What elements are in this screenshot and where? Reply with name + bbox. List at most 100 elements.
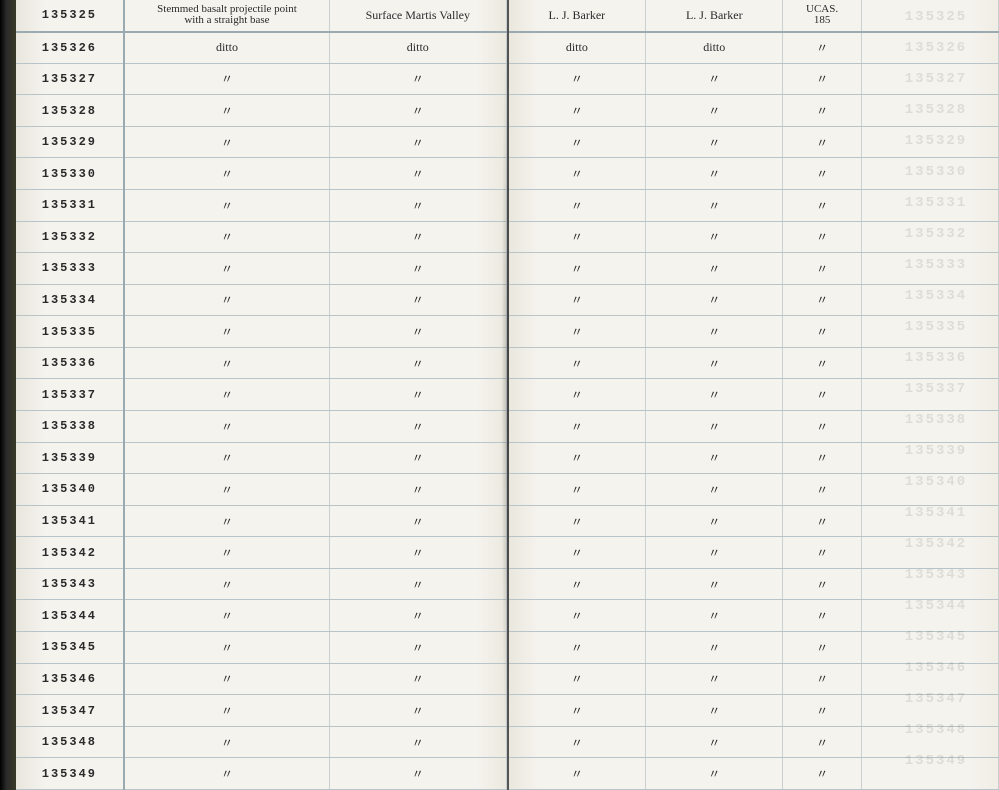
locality-cell: 〃 xyxy=(330,126,506,158)
ledger-right-page: L. J. BarkerL. J. BarkerUCAS.185dittodit… xyxy=(509,0,999,790)
accession-cell: 〃 xyxy=(783,726,861,758)
ledger-row: dittoditto〃 xyxy=(509,32,999,64)
catalog-number: 135345 xyxy=(16,632,124,664)
accession-cell: 〃 xyxy=(783,758,861,790)
ledger-row: 135344〃〃 xyxy=(16,600,506,632)
locality-cell: 〃 xyxy=(330,695,506,727)
catalog-number: 135326 xyxy=(16,32,124,64)
ledger-row: 〃〃〃 xyxy=(509,158,999,190)
locality-cell: 〃 xyxy=(330,663,506,695)
ledger-row: 135334〃〃 xyxy=(16,284,506,316)
ledger-row: 〃〃〃 xyxy=(509,316,999,348)
catalog-number: 135333 xyxy=(16,253,124,285)
collector-cell: 〃 xyxy=(509,253,646,285)
blank-cell xyxy=(861,253,998,285)
locality-cell: 〃 xyxy=(330,474,506,506)
donor-cell: 〃 xyxy=(646,758,783,790)
collector-cell: 〃 xyxy=(509,758,646,790)
description-cell: Stemmed basalt projectile pointwith a st… xyxy=(124,0,330,32)
collector-cell: 〃 xyxy=(509,347,646,379)
blank-cell xyxy=(861,316,998,348)
accession-cell: 〃 xyxy=(783,632,861,664)
ledger-row: 135342〃〃 xyxy=(16,537,506,569)
catalog-number: 135334 xyxy=(16,284,124,316)
catalog-number: 135344 xyxy=(16,600,124,632)
accession-cell: 〃 xyxy=(783,158,861,190)
collector-cell: 〃 xyxy=(509,474,646,506)
blank-cell xyxy=(861,221,998,253)
description-cell: 〃 xyxy=(124,126,330,158)
collector-cell: 〃 xyxy=(509,189,646,221)
donor-cell: ditto xyxy=(646,32,783,64)
catalog-number: 135346 xyxy=(16,663,124,695)
locality-cell: 〃 xyxy=(330,505,506,537)
catalog-number: 135343 xyxy=(16,568,124,600)
locality-cell: 〃 xyxy=(330,758,506,790)
blank-cell xyxy=(861,126,998,158)
collector-cell: 〃 xyxy=(509,537,646,569)
ledger-row: 〃〃〃 xyxy=(509,189,999,221)
locality-cell: 〃 xyxy=(330,442,506,474)
description-cell: 〃 xyxy=(124,726,330,758)
ledger-row: 〃〃〃 xyxy=(509,726,999,758)
collector-cell: 〃 xyxy=(509,379,646,411)
accession-cell: 〃 xyxy=(783,505,861,537)
locality-cell: 〃 xyxy=(330,158,506,190)
description-cell: 〃 xyxy=(124,474,330,506)
ledger-row: 135346〃〃 xyxy=(16,663,506,695)
ledger-row: 135332〃〃 xyxy=(16,221,506,253)
ledger-left-page: 135325Stemmed basalt projectile pointwit… xyxy=(16,0,507,790)
description-cell: 〃 xyxy=(124,758,330,790)
catalog-number: 135347 xyxy=(16,695,124,727)
catalog-number: 135337 xyxy=(16,379,124,411)
donor-cell: 〃 xyxy=(646,411,783,443)
collector-cell: 〃 xyxy=(509,221,646,253)
ledger-row: 〃〃〃 xyxy=(509,568,999,600)
accession-cell: 〃 xyxy=(783,411,861,443)
catalog-number: 135330 xyxy=(16,158,124,190)
description-cell: 〃 xyxy=(124,379,330,411)
accession-cell: 〃 xyxy=(783,63,861,95)
donor-cell: 〃 xyxy=(646,126,783,158)
ledger-row: 〃〃〃 xyxy=(509,126,999,158)
blank-cell xyxy=(861,347,998,379)
catalog-number: 135341 xyxy=(16,505,124,537)
catalog-number: 135339 xyxy=(16,442,124,474)
ledger-row: 〃〃〃 xyxy=(509,221,999,253)
blank-cell xyxy=(861,379,998,411)
description-cell: 〃 xyxy=(124,505,330,537)
locality-cell: 〃 xyxy=(330,284,506,316)
blank-cell xyxy=(861,411,998,443)
locality-cell: 〃 xyxy=(330,379,506,411)
ledger-row: 135331〃〃 xyxy=(16,189,506,221)
ledger-row: 〃〃〃 xyxy=(509,632,999,664)
description-cell: ditto xyxy=(124,32,330,64)
collector-cell: 〃 xyxy=(509,632,646,664)
donor-cell: 〃 xyxy=(646,95,783,127)
description-cell: 〃 xyxy=(124,411,330,443)
donor-cell: 〃 xyxy=(646,63,783,95)
ledger-row: 135343〃〃 xyxy=(16,568,506,600)
collector-cell: 〃 xyxy=(509,316,646,348)
donor-cell: 〃 xyxy=(646,284,783,316)
locality-cell: 〃 xyxy=(330,600,506,632)
blank-cell xyxy=(861,632,998,664)
blank-cell xyxy=(861,568,998,600)
ledger-row: 135340〃〃 xyxy=(16,474,506,506)
accession-cell: 〃 xyxy=(783,126,861,158)
locality-cell: Surface Martis Valley xyxy=(330,0,506,32)
ledger-row: 135335〃〃 xyxy=(16,316,506,348)
description-cell: 〃 xyxy=(124,600,330,632)
collector-cell: 〃 xyxy=(509,63,646,95)
ledger-row: L. J. BarkerL. J. BarkerUCAS.185 xyxy=(509,0,999,32)
locality-cell: ditto xyxy=(330,32,506,64)
accession-cell: 〃 xyxy=(783,284,861,316)
blank-cell xyxy=(861,442,998,474)
blank-cell xyxy=(861,474,998,506)
collector-cell: 〃 xyxy=(509,568,646,600)
description-cell: 〃 xyxy=(124,221,330,253)
catalog-number: 135340 xyxy=(16,474,124,506)
locality-cell: 〃 xyxy=(330,95,506,127)
donor-cell: 〃 xyxy=(646,442,783,474)
donor-cell: 〃 xyxy=(646,347,783,379)
